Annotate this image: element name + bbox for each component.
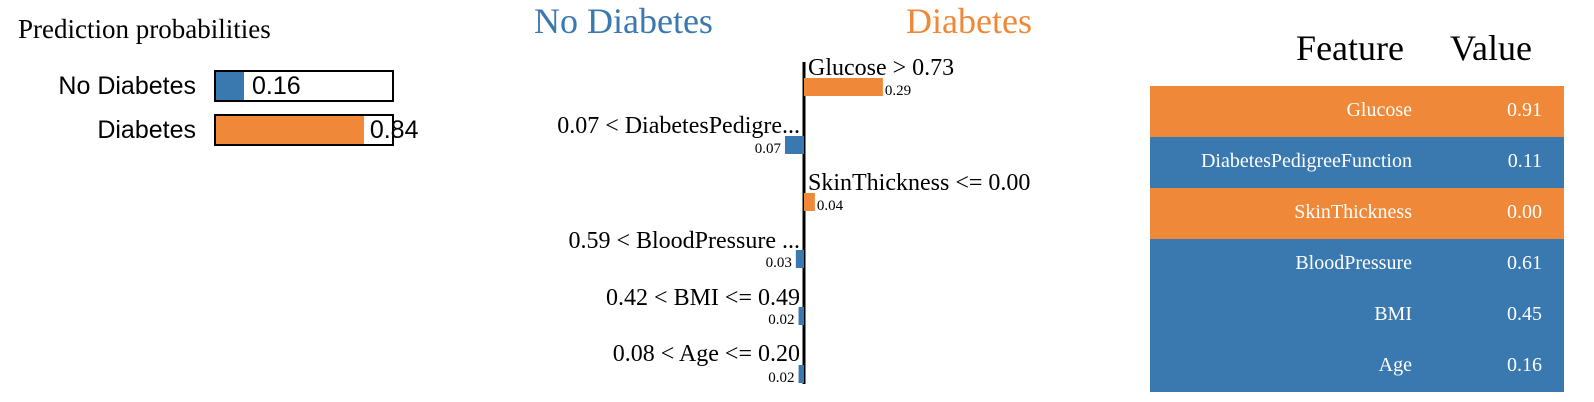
probability-value: 0.16 [252, 72, 301, 100]
value-cell: 0.45 [1507, 303, 1542, 325]
bar-value-label: 0.02 [768, 312, 794, 328]
contribution-bar [798, 307, 804, 325]
bar-value-label: 0.29 [885, 83, 911, 99]
prediction-probabilities-title: Prediction probabilities [18, 14, 271, 44]
bar-value-label: 0.02 [768, 370, 794, 386]
feature-condition-label: 0.42 < BMI <= 0.49 [606, 285, 800, 311]
bar-value-label: 0.03 [766, 255, 792, 271]
table-header: Feature Value [1150, 24, 1564, 86]
explanation-plot: Glucose > 0.73 0.29 0.07 < DiabetesPedigre… [557, 55, 1030, 386]
prediction-probabilities-panel: Prediction probabilities No Diabetes 0.16… [0, 0, 470, 402]
value-cell: 0.16 [1507, 354, 1542, 376]
feature-condition-label: 0.08 < Age <= 0.20 [613, 341, 800, 367]
bar-value-label: 0.04 [817, 198, 844, 214]
probability-row: Diabetes 0.84 [0, 114, 470, 150]
probability-value: 0.84 [369, 116, 419, 144]
left-class-header: No Diabetes [534, 1, 713, 41]
value-cell: 0.91 [1507, 99, 1542, 121]
probability-bar [216, 116, 364, 144]
feature-cell: SkinThickness [1294, 201, 1412, 223]
contribution-bar [804, 193, 815, 211]
probability-label: No Diabetes [58, 72, 196, 100]
value-column-header: Value [1450, 28, 1532, 68]
feature-column-header: Feature [1296, 28, 1404, 68]
contribution-bar [795, 250, 804, 268]
feature-value-table: Feature Value Glucose 0.91 DiabetesPedigre… [1150, 24, 1564, 392]
probability-bar-frame [214, 70, 394, 102]
table-row: BMI 0.45 [1150, 290, 1564, 341]
contribution-bar [798, 365, 804, 383]
feature-condition-label: 0.07 < DiabetesPedigre... [557, 113, 800, 139]
contribution-bar [784, 136, 804, 154]
value-cell: 0.11 [1507, 150, 1542, 172]
probability-label: Diabetes [97, 116, 196, 144]
value-cell: 0.00 [1507, 201, 1542, 223]
value-cell: 0.61 [1507, 252, 1542, 274]
bar-value-label: 0.07 [755, 141, 782, 157]
probability-bar-frame [214, 114, 394, 146]
table-row: SkinThickness 0.00 [1150, 188, 1564, 239]
table-body: Glucose 0.91 DiabetesPedigreeFunction 0.11 S… [1150, 86, 1564, 392]
right-class-header: Diabetes [906, 1, 1032, 41]
probability-bar [216, 72, 245, 100]
table-row: BloodPressure 0.61 [1150, 239, 1564, 290]
feature-condition-label: Glucose > 0.73 [808, 55, 954, 81]
table-row: Glucose 0.91 [1150, 86, 1564, 137]
feature-cell: Age [1378, 354, 1412, 376]
feature-cell: BMI [1374, 303, 1412, 325]
table-row: Age 0.16 [1150, 341, 1564, 392]
probability-row: No Diabetes 0.16 [0, 70, 470, 106]
feature-condition-label: 0.59 < BloodPressure ... [568, 228, 800, 254]
feature-cell: Glucose [1346, 99, 1412, 121]
contribution-bar [804, 78, 883, 96]
feature-condition-label: SkinThickness <= 0.00 [808, 170, 1030, 196]
feature-cell: BloodPressure [1295, 252, 1412, 274]
feature-cell: DiabetesPedigreeFunction [1200, 150, 1412, 172]
explanation-chart: No Diabetes Diabetes Glucose > 0.73 0.29 0… [470, 0, 1150, 402]
table-row: DiabetesPedigreeFunction 0.11 [1150, 137, 1564, 188]
